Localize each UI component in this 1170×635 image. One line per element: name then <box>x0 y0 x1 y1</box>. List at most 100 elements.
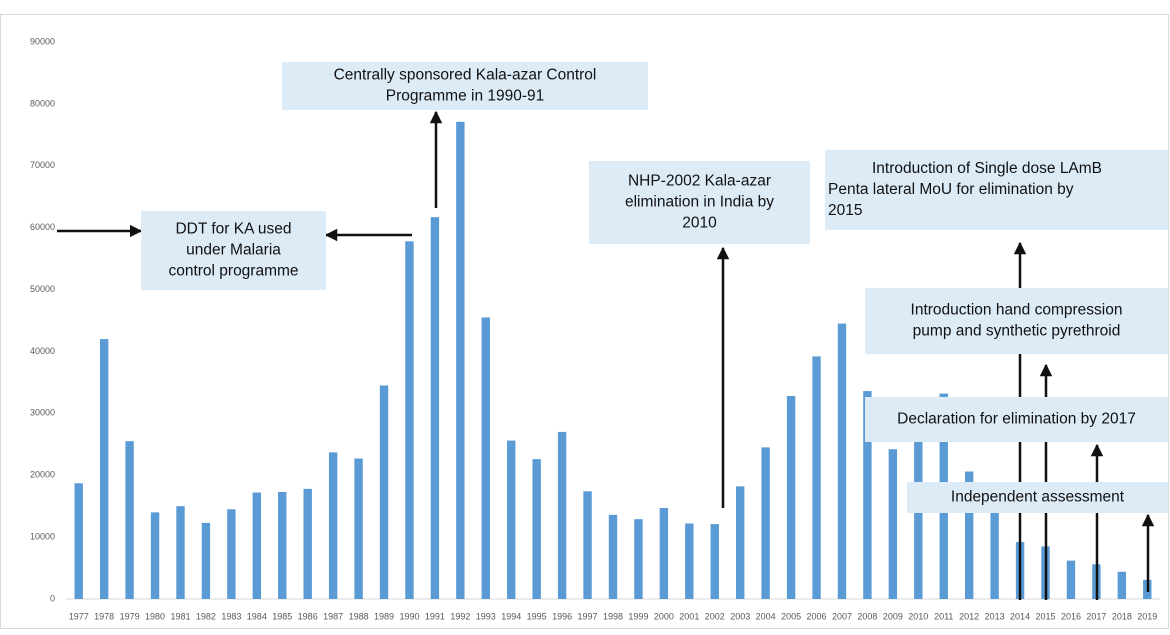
annotation-text: Declaration for elimination by 2017 <box>897 411 1136 428</box>
x-tick-label: 1981 <box>170 611 190 621</box>
bar <box>786 396 796 599</box>
annotation-text: Penta lateral MoU for elimination by <box>828 181 1074 198</box>
y-tick-label: 50000 <box>30 284 55 294</box>
bar <box>812 356 821 599</box>
annotation-text: control programme <box>168 263 298 280</box>
annotation-text: 2015 <box>828 202 862 219</box>
y-tick-label: 10000 <box>30 531 55 541</box>
bar <box>456 121 465 599</box>
x-tick-label: 2002 <box>705 611 725 621</box>
bar <box>405 241 414 599</box>
bar <box>278 491 287 599</box>
x-tick-label: 1994 <box>501 611 521 621</box>
annotation-text: Introduction hand compression <box>911 302 1123 319</box>
x-tick-label: 1991 <box>425 611 445 621</box>
x-tick-label: 1987 <box>323 611 343 621</box>
x-tick-label: 1990 <box>399 611 419 621</box>
x-tick-label: 2019 <box>1137 611 1157 621</box>
y-tick-label: 60000 <box>30 222 55 232</box>
x-tick-label: 2015 <box>1035 611 1055 621</box>
x-tick-label: 2001 <box>679 611 699 621</box>
annotation-box <box>865 397 1168 442</box>
x-tick-label: 2016 <box>1061 611 1081 621</box>
y-tick-label: 0 <box>50 593 55 603</box>
x-tick-label: 2005 <box>781 611 801 621</box>
x-tick-label: 1978 <box>94 611 114 621</box>
bar <box>964 471 974 599</box>
x-tick-label: 2011 <box>934 611 953 621</box>
bar <box>74 483 83 599</box>
bar <box>303 488 312 599</box>
x-tick-label: 1999 <box>628 611 648 621</box>
annotation-box <box>825 150 1168 230</box>
bar <box>634 519 643 599</box>
bar <box>354 458 363 599</box>
x-tick-label: 2007 <box>832 611 852 621</box>
bar <box>507 440 516 599</box>
x-tick-label: 1989 <box>374 611 394 621</box>
bar <box>379 385 389 599</box>
x-tick-label: 1983 <box>221 611 241 621</box>
bar <box>659 508 669 599</box>
x-tick-label: 2000 <box>654 611 674 621</box>
annotation-box <box>907 482 1168 513</box>
x-tick-label: 1988 <box>349 611 369 621</box>
bar <box>583 491 592 599</box>
annotation-text: DDT for KA used <box>175 221 291 238</box>
x-tick-label: 1980 <box>145 611 165 621</box>
x-tick-label: 2012 <box>959 611 979 621</box>
y-tick-label: 40000 <box>30 346 55 356</box>
bar <box>761 447 770 599</box>
x-tick-label: 1992 <box>450 611 470 621</box>
bar <box>990 512 999 599</box>
x-tick-label: 1993 <box>476 611 496 621</box>
bar <box>252 492 262 599</box>
bar <box>888 449 898 599</box>
bar <box>1066 560 1076 599</box>
y-tick-label: 90000 <box>30 36 55 46</box>
x-tick-label: 1984 <box>247 611 267 621</box>
y-tick-label: 80000 <box>30 98 55 108</box>
x-tick-label: 1998 <box>603 611 623 621</box>
x-tick-label: 2006 <box>807 611 827 621</box>
x-tick-label: 1985 <box>272 611 292 621</box>
x-tick-label: 2017 <box>1086 611 1106 621</box>
y-tick-label: 30000 <box>30 408 55 418</box>
bar <box>532 459 541 599</box>
x-tick-label: 2018 <box>1112 611 1132 621</box>
annotation-text: Introduction of Single dose LAmB <box>872 160 1102 177</box>
bar <box>227 509 236 599</box>
annotation-box <box>282 62 648 110</box>
y-tick-label: 70000 <box>30 160 55 170</box>
bar <box>430 217 440 599</box>
bar <box>201 522 211 599</box>
x-tick-label: 1996 <box>552 611 572 621</box>
bar <box>481 317 490 599</box>
bar <box>710 524 719 599</box>
annotation-text: under Malaria <box>186 242 281 259</box>
x-tick-label: 1997 <box>578 611 598 621</box>
annotation-text: pump and synthetic pyrethroid <box>913 323 1121 340</box>
annotation-text: Independent assessment <box>951 489 1125 506</box>
x-tick-label: 2013 <box>985 611 1005 621</box>
x-tick-label: 1982 <box>196 611 216 621</box>
bar <box>608 514 618 599</box>
y-tick-label: 20000 <box>30 470 55 480</box>
bar <box>557 431 567 599</box>
bar <box>99 339 109 599</box>
x-tick-label: 2009 <box>883 611 903 621</box>
bar <box>150 512 160 599</box>
x-tick-label: 2008 <box>857 611 877 621</box>
annotation-text: 2010 <box>682 215 717 232</box>
chart-border <box>0 14 1169 629</box>
bar <box>736 486 745 599</box>
bar <box>863 391 872 599</box>
x-tick-label: 2014 <box>1010 611 1030 621</box>
x-tick-label: 1986 <box>298 611 318 621</box>
annotation-box <box>141 211 326 290</box>
x-tick-label: 2003 <box>730 611 750 621</box>
x-tick-label: 2004 <box>756 611 776 621</box>
annotation-text: NHP-2002 Kala-azar <box>628 173 771 190</box>
x-tick-label: 1979 <box>120 611 140 621</box>
